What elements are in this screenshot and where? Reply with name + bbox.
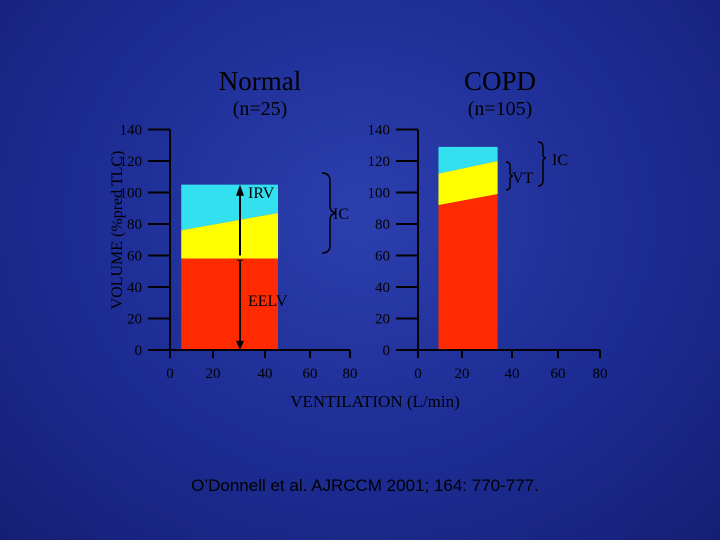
y-tick-label: 60 (127, 249, 142, 265)
x-tick-label: 20 (455, 366, 470, 382)
y-tick-label: 20 (127, 312, 142, 328)
x-tick-label: 20 (206, 366, 221, 382)
area-irv (181, 184, 278, 231)
area-vt (438, 161, 498, 206)
y-tick-label: 0 (383, 343, 391, 359)
arrowhead-eelv-top (236, 259, 244, 262)
y-tick-label: 40 (127, 280, 142, 296)
y-tick-label: 140 (120, 123, 143, 139)
x-axis-label: VENTILATION (L/min) (290, 392, 460, 411)
area-eelv (438, 194, 498, 350)
panel-title-normal: Normal (218, 66, 302, 96)
x-tick-label: 60 (303, 366, 318, 382)
annotation-ic-copd: IC (552, 152, 568, 169)
y-tick-label: 140 (368, 123, 391, 139)
x-tick-label: 80 (343, 366, 358, 382)
x-tick-label: 40 (258, 366, 273, 382)
arrowhead-eelv-bottom (236, 340, 244, 350)
area-eelv (181, 258, 278, 350)
annotations-copd: VT IC (505, 141, 568, 191)
y-tick-label: 120 (368, 154, 391, 170)
area-vt (181, 212, 278, 259)
y-tick-label: 80 (127, 217, 142, 233)
y-tick-label: 20 (375, 312, 390, 328)
annotation-ic: IC (333, 206, 349, 223)
arrowhead-irv (236, 184, 244, 196)
panel-copd: 0 20 40 60 80 100 120 140 0 20 40 60 80 (368, 123, 608, 383)
x-tick-label: 40 (505, 366, 520, 382)
panel-title-copd: COPD (463, 66, 537, 96)
annotation-vt: VT (512, 170, 534, 187)
x-tick-label: 60 (551, 366, 566, 382)
y-tick-label: 60 (375, 249, 390, 265)
bracket-ic (321, 172, 337, 254)
y-tick-label: 40 (375, 280, 390, 296)
y-tick-label: 80 (375, 217, 390, 233)
x-tick-label: 0 (166, 366, 174, 382)
annotation-irv: IRV (248, 185, 275, 202)
bracket-ic-copd (537, 141, 547, 187)
citation: O’Donnell et al. AJRCCM 2001; 164: 770-7… (191, 476, 539, 495)
panel-subtitle-copd: (n=105) (467, 98, 533, 120)
y-tick-label: 120 (120, 154, 143, 170)
bracket-vt (505, 161, 514, 191)
area-irv (438, 146, 498, 174)
annotation-eelv: EELV (248, 293, 288, 310)
y-tick-label: 0 (135, 343, 143, 359)
y-tick-label: 100 (368, 186, 391, 202)
annotations-normal: IRV EELV IC (236, 172, 349, 350)
x-tick-label: 0 (414, 366, 422, 382)
x-tick-label: 80 (593, 366, 608, 382)
y-tick-label: 100 (120, 186, 143, 202)
panel-subtitle-normal: (n=25) (232, 98, 288, 120)
panel-normal: 0 20 40 60 80 100 120 140 0 20 40 60 80 (120, 123, 358, 383)
